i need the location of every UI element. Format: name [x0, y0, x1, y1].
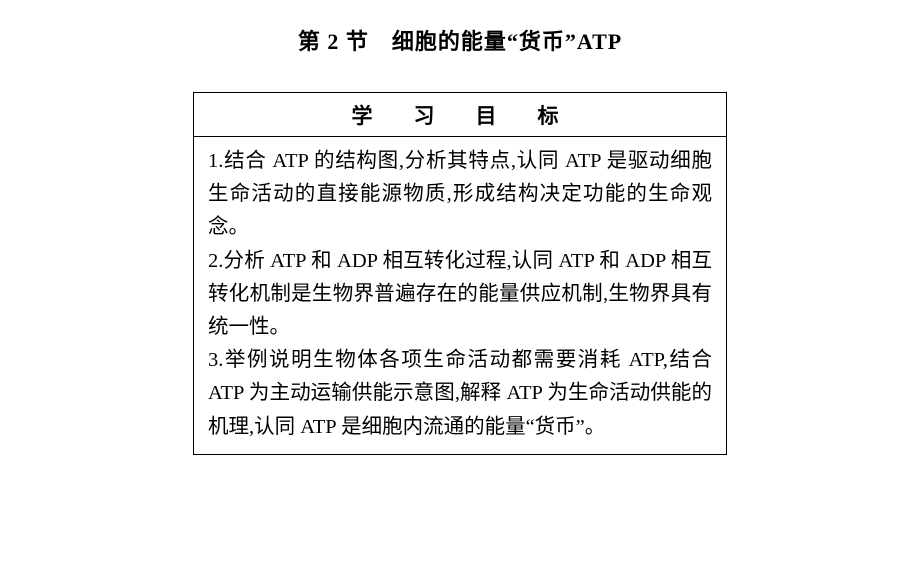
objectives-header: 学 习 目 标 [194, 93, 726, 137]
section-title: 第 2 节 细胞的能量“货币”ATP [0, 24, 920, 56]
learning-objectives-box: 学 习 目 标 1.结合 ATP 的结构图,分析其特点,认同 ATP 是驱动细胞… [193, 92, 727, 455]
objective-item: 3.举例说明生物体各项生命活动都需要消耗 ATP,结合 ATP 为主动运输供能示… [208, 344, 712, 444]
objectives-body: 1.结合 ATP 的结构图,分析其特点,认同 ATP 是驱动细胞生命活动的直接能… [194, 137, 726, 454]
objective-item: 2.分析 ATP 和 ADP 相互转化过程,认同 ATP 和 ADP 相互转化机… [208, 245, 712, 345]
objective-item: 1.结合 ATP 的结构图,分析其特点,认同 ATP 是驱动细胞生命活动的直接能… [208, 145, 712, 245]
